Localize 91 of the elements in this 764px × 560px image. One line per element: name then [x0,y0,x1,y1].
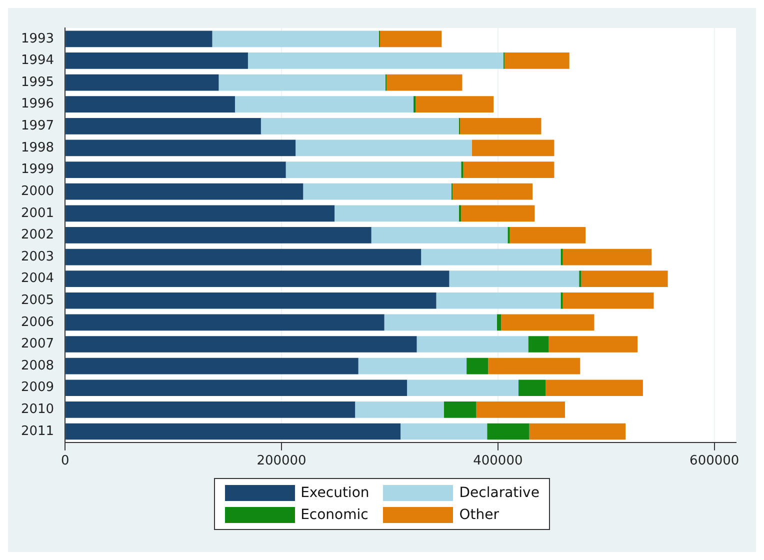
y-tick-label: 1994 [20,53,54,68]
bar [546,380,643,396]
x-tick-label: 600000 [690,454,740,469]
bar [355,402,444,418]
legend-label: Other [459,507,500,523]
bar [487,423,530,440]
bar [218,74,386,91]
bar [66,74,219,91]
bar [66,336,417,352]
bar [66,183,304,200]
bar [66,380,408,396]
bar [548,336,638,352]
bar [466,358,488,374]
y-tick-label: 2004 [20,271,54,286]
bar [66,118,261,134]
bar [66,140,296,156]
y-tick-label: 2008 [20,358,54,374]
y-tick-label: 1999 [20,162,54,178]
y-tick-label: 2000 [20,184,54,199]
bar [581,270,668,287]
bar [66,270,450,287]
bar [384,314,497,331]
bar [436,292,561,309]
bar [518,380,546,396]
bar [286,162,462,178]
bar [400,423,488,440]
bar [66,292,436,309]
bar [296,140,472,156]
bar [66,423,401,440]
bar [358,358,467,374]
bar [504,52,570,69]
bar [66,162,286,178]
bar [212,30,379,48]
legend-label: Declarative [459,485,540,501]
y-tick-label: 1995 [20,74,54,90]
bar [407,380,518,396]
bar [463,162,554,178]
bar [449,270,580,287]
bar [66,402,356,418]
y-tick-label: 1993 [20,31,54,46]
bar [371,227,508,244]
bar [476,402,566,418]
y-tick-label: 1996 [20,96,54,112]
y-tick-label: 2003 [20,249,54,264]
y-tick-label: 2005 [20,293,54,308]
y-tick-label: 2010 [20,402,54,418]
bar [496,314,502,331]
bar [460,118,542,134]
bar [66,248,422,266]
y-tick-label: 2001 [20,206,54,221]
bar [444,402,476,418]
bar [421,248,561,266]
bar [452,183,533,200]
x-tick-label: 400000 [473,454,523,469]
x-tick-label: 200000 [256,454,306,469]
bar [334,205,459,222]
bar [66,358,358,374]
bar [66,227,372,244]
legend-label: Execution [300,485,370,501]
x-tick-label: 0 [60,454,70,469]
bar [66,52,248,69]
bar [416,96,494,113]
bar [510,227,586,244]
bar [66,205,335,222]
bar [303,183,452,200]
bar [488,358,580,374]
bar [501,314,594,331]
bar [386,74,462,91]
bar [458,205,462,222]
bar [461,205,535,222]
bar [260,118,459,134]
bar [562,248,652,266]
y-tick-label: 2011 [20,424,54,439]
legend-label: Economic [300,507,368,523]
bar [66,314,384,331]
bar [234,96,414,113]
y-tick-label: 2002 [20,228,54,243]
bar [380,30,442,48]
y-tick-label: 2006 [20,314,54,330]
bar [472,140,554,156]
bar [416,336,528,352]
y-tick-label: 1997 [20,118,54,134]
bar [562,292,654,309]
bar [528,336,549,352]
bar [66,30,212,48]
bar [248,52,504,69]
y-tick-label: 2009 [20,380,54,396]
y-tick-label: 1998 [20,140,54,156]
y-tick-label: 2007 [20,336,54,352]
bar [529,423,626,440]
bar [66,96,235,113]
